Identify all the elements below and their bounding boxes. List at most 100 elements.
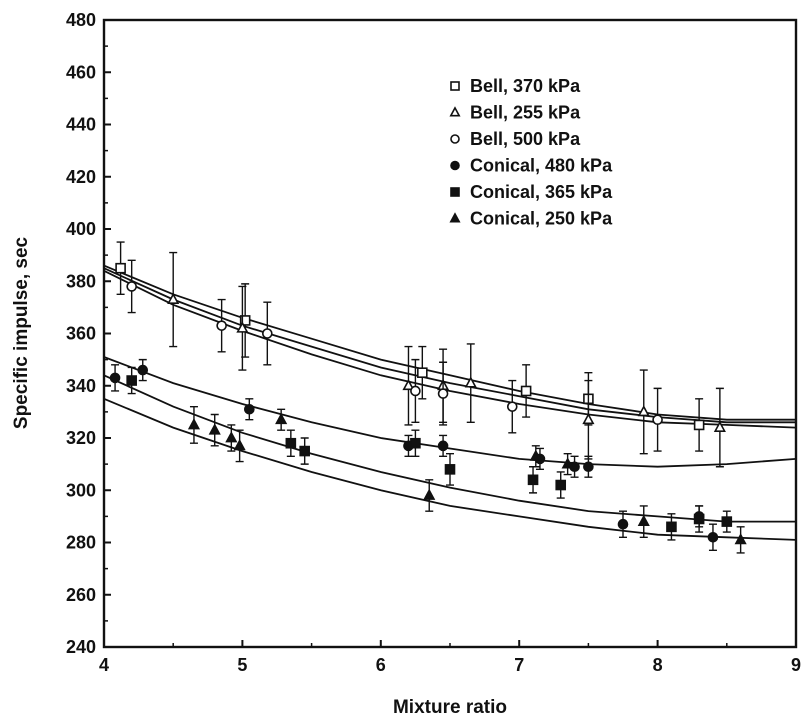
data-point (225, 431, 238, 443)
data-point (637, 514, 650, 527)
x-tick-label: 7 (514, 655, 524, 675)
series-marks (109, 241, 747, 554)
data-point (583, 461, 594, 473)
y-tick-label: 320 (66, 428, 96, 448)
data-point (617, 518, 629, 530)
data-point (464, 376, 477, 388)
y-axis-ticks: 240 260 280 300 320 340 360 380 400 420 440 460 480 (66, 10, 111, 657)
data-point (423, 488, 436, 500)
y-tick-label: 340 (66, 376, 96, 396)
series-6 (187, 405, 747, 554)
legend-label: Bell, 500 kPa (470, 129, 581, 149)
data-point (236, 321, 249, 333)
fit-curve-1 (103, 264, 796, 421)
legend-entry: Bell, 370 kPa (450, 76, 581, 96)
legend-label: Conical, 480 kPa (470, 156, 613, 176)
fit-curve-3 (103, 269, 797, 429)
y-tick-label: 380 (66, 271, 96, 291)
fit-curve-2 (103, 267, 796, 424)
y-tick-label: 360 (66, 324, 96, 344)
data-point (707, 531, 719, 543)
data-point (652, 414, 663, 426)
x-tick-label: 5 (237, 655, 247, 675)
data-point (527, 474, 539, 486)
data-point (126, 375, 137, 386)
y-tick-label: 260 (66, 585, 96, 605)
data-point (285, 437, 297, 449)
x-axis-title: Mixture ratio (393, 697, 507, 718)
data-point (713, 420, 726, 432)
data-point (167, 292, 180, 304)
fit-curve-6 (103, 397, 797, 541)
legend-label: Conical, 250 kPa (470, 209, 613, 229)
data-point (437, 440, 449, 452)
y-tick-label: 300 (66, 480, 96, 500)
data-point (561, 457, 574, 469)
x-tick-label: 4 (99, 655, 109, 675)
data-point (529, 449, 542, 461)
y-tick-label: 460 (66, 62, 96, 82)
data-point (299, 445, 310, 457)
data-point (233, 438, 246, 451)
series-1 (115, 241, 705, 452)
series-5 (126, 366, 733, 541)
data-point (115, 262, 126, 274)
fit-curve-5 (103, 374, 796, 523)
data-point (137, 364, 149, 376)
legend-marker (449, 106, 461, 117)
data-point (402, 378, 415, 391)
data-point (721, 516, 733, 527)
x-tick-label: 9 (791, 655, 801, 675)
data-point (666, 521, 677, 533)
legend-marker (450, 81, 460, 91)
data-point (734, 533, 747, 545)
legend-entry: Conical, 250 kPa (449, 209, 613, 229)
data-point (126, 281, 137, 292)
y-tick-label: 440 (66, 115, 96, 135)
data-point (520, 385, 532, 397)
series-2 (167, 251, 726, 468)
data-point (216, 320, 227, 331)
data-point (262, 328, 273, 339)
legend-entry: Conical, 480 kPa (450, 156, 613, 176)
x-tick-label: 6 (376, 655, 386, 675)
data-point (555, 479, 567, 491)
data-point (208, 423, 221, 435)
series-3 (126, 259, 663, 452)
legend-label: Conical, 365 kPa (470, 182, 613, 202)
legend-marker (450, 134, 460, 144)
y-tick-label: 400 (66, 219, 96, 239)
data-point (275, 412, 288, 425)
y-tick-label: 240 (66, 637, 96, 657)
data-point (239, 315, 251, 326)
data-point (187, 418, 201, 430)
x-axis-ticks: 4 5 6 7 8 9 (99, 640, 801, 675)
legend-marker (449, 212, 461, 223)
y-tick-label: 420 (66, 167, 96, 187)
legend-marker (450, 187, 460, 197)
legend-label: Bell, 255 kPa (470, 103, 581, 123)
legend: Bell, 370 kPa Bell, 255 kPa Bell, 500 kPa C… (449, 76, 613, 229)
data-point (417, 367, 428, 378)
legend-entry: Bell, 500 kPa (450, 129, 581, 149)
fit-curve-4 (103, 356, 797, 468)
legend-entry: Bell, 255 kPa (449, 103, 581, 123)
fit-curves (103, 264, 797, 541)
data-point (410, 385, 421, 397)
data-point (693, 513, 705, 525)
legend-entry: Conical, 365 kPa (450, 182, 613, 202)
x-tick-label: 8 (653, 655, 663, 675)
data-point (693, 419, 705, 431)
data-point (582, 412, 595, 425)
data-point (444, 464, 456, 475)
data-point (244, 403, 255, 415)
legend-marker (450, 160, 460, 171)
plot-frame (102, 18, 798, 649)
y-axis-title: Specific impulse, sec (11, 236, 32, 429)
y-tick-label: 280 (66, 533, 96, 553)
data-point (410, 437, 421, 449)
legend-label: Bell, 370 kPa (470, 76, 581, 96)
y-tick-label: 480 (66, 10, 96, 30)
data-point (637, 405, 650, 417)
